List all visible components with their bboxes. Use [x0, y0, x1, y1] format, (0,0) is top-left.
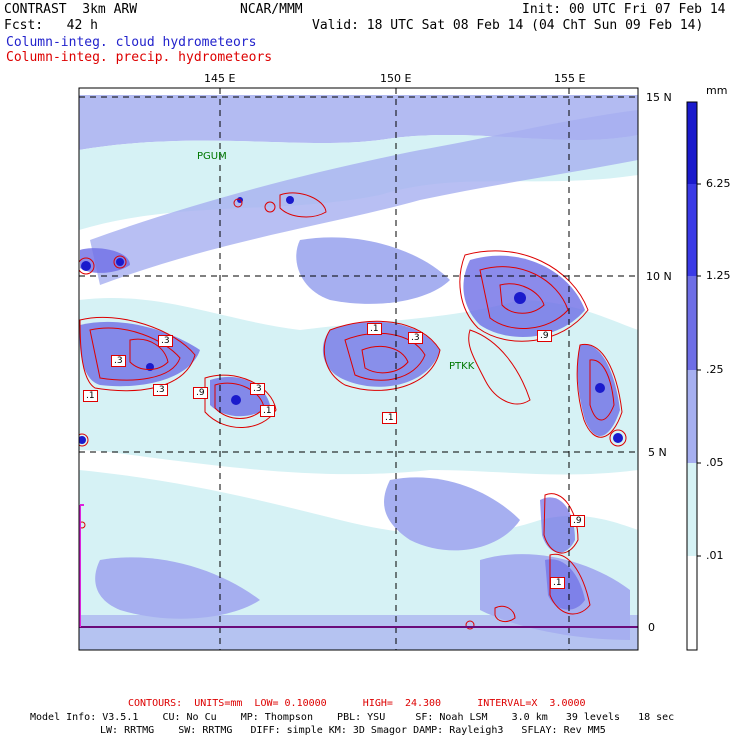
map-frame [78, 87, 639, 651]
lat-label-10n: 10 N [646, 270, 672, 283]
contour-label: .9 [570, 515, 585, 527]
valid-time: Valid: 18 UTC Sat 08 Feb 14 (04 ChT Sun … [312, 18, 704, 33]
lat-lon-grid [79, 88, 638, 650]
contour-label: .9 [193, 387, 208, 399]
center-name: NCAR/MMM [240, 2, 303, 17]
forecast-hour: Fcst: 42 h [4, 18, 98, 33]
station-pgum: PGUM [197, 151, 227, 162]
init-time: Init: 00 UTC Fri 07 Feb 14 [522, 2, 726, 17]
lon-label-150: 150 E [380, 72, 412, 85]
lat-label-5n: 5 N [648, 446, 667, 459]
lat-label-0: 0 [648, 621, 655, 634]
lon-label-155: 155 E [554, 72, 586, 85]
model-info-line1: Model Info: V3.5.1 CU: No Cu MP: Thompso… [30, 712, 675, 723]
cloud-shading [79, 95, 638, 650]
colorbar-level: .05 [706, 456, 724, 469]
model-title: CONTRAST 3km ARW [4, 2, 138, 17]
contour-label: .1 [550, 577, 565, 589]
field-precip-legend: Column-integ. precip. hydrometeors [6, 50, 273, 65]
contour-label: .1 [83, 390, 98, 402]
contour-label: .3 [111, 355, 126, 367]
colorbar-level: 1.25 [706, 269, 731, 282]
contour-info: CONTOURS: UNITS=mm LOW= 0.10000 HIGH= 24… [128, 698, 586, 709]
field-cloud-legend: Column-integ. cloud hydrometeors [6, 35, 257, 50]
contour-label: .1 [260, 405, 275, 417]
contour-label: .3 [408, 332, 423, 344]
contour-label: .1 [367, 323, 382, 335]
colorbar-level: 6.25 [706, 177, 731, 190]
contour-label: .9 [537, 330, 552, 342]
contour-label: .3 [158, 335, 173, 347]
model-info-line2: LW: RRTMG SW: RRTMG DIFF: simple KM: 3D … [100, 725, 606, 736]
lon-label-145: 145 E [204, 72, 236, 85]
colorbar-unit: mm [706, 84, 728, 97]
colorbar-level: .25 [706, 363, 724, 376]
contour-label: .3 [250, 383, 265, 395]
station-ptkk: PTKK [449, 361, 475, 372]
lat-label-15n: 15 N [646, 91, 672, 104]
contour-label: .1 [382, 412, 397, 424]
contour-label: .3 [153, 384, 168, 396]
colorbar-level: .01 [706, 549, 724, 562]
colorbar [686, 101, 701, 651]
